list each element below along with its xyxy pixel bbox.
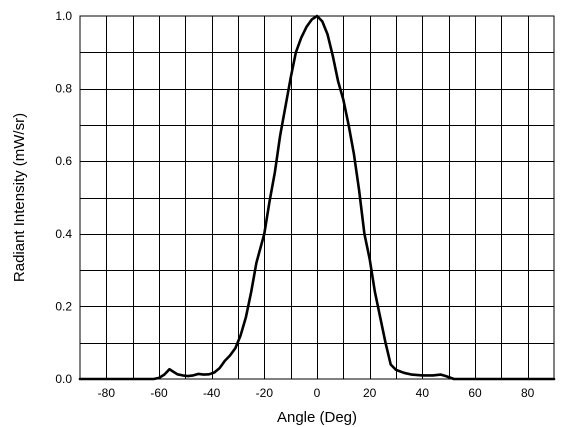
- y-tick-label: 0.4: [55, 227, 72, 241]
- x-tick-label: 80: [521, 386, 535, 400]
- x-tick-label: -80: [98, 386, 116, 400]
- x-tick-label: 20: [363, 386, 377, 400]
- x-axis-tick-labels: -80 -60 -40 -20 0 20 40 60 80: [98, 386, 535, 400]
- x-axis-title: Angle (Deg): [277, 409, 357, 426]
- y-tick-label: 1.0: [55, 9, 72, 23]
- y-tick-label: 0.6: [55, 154, 72, 168]
- intensity-series-line: [78, 14, 556, 381]
- grid: [80, 16, 554, 379]
- x-tick-label: -40: [203, 386, 221, 400]
- y-axis-tick-labels: 0.0 0.2 0.4 0.6 0.8 1.0: [55, 9, 72, 386]
- y-tick-label: 0.2: [55, 299, 72, 313]
- x-tick-label: 60: [468, 386, 482, 400]
- x-tick-label: -60: [150, 386, 168, 400]
- x-tick-label: 0: [314, 386, 321, 400]
- y-tick-label: 0.0: [55, 372, 72, 386]
- x-tick-label: 40: [416, 386, 430, 400]
- y-axis-title: Radiant Intensity (mW/sr): [11, 113, 28, 282]
- y-tick-label: 0.8: [55, 82, 72, 96]
- x-tick-label: -20: [256, 386, 274, 400]
